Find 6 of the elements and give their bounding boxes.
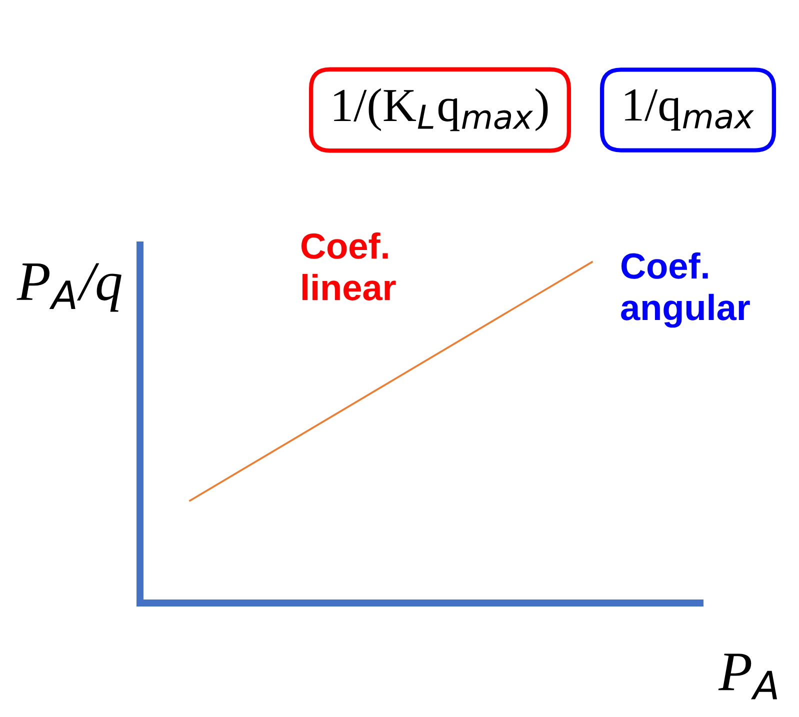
text: 1/q$_{max}$ — [625, 89, 754, 131]
y-axis-title: P$_{A}$/q — [16, 263, 122, 312]
annotation: Coef. linear — [301, 232, 396, 300]
x-axis-title: P$_{A}$ — [718, 654, 778, 700]
annotation: Coef. angular — [621, 252, 750, 328]
text: 1/(K$_{L}$q$_{max}$) — [334, 88, 548, 132]
